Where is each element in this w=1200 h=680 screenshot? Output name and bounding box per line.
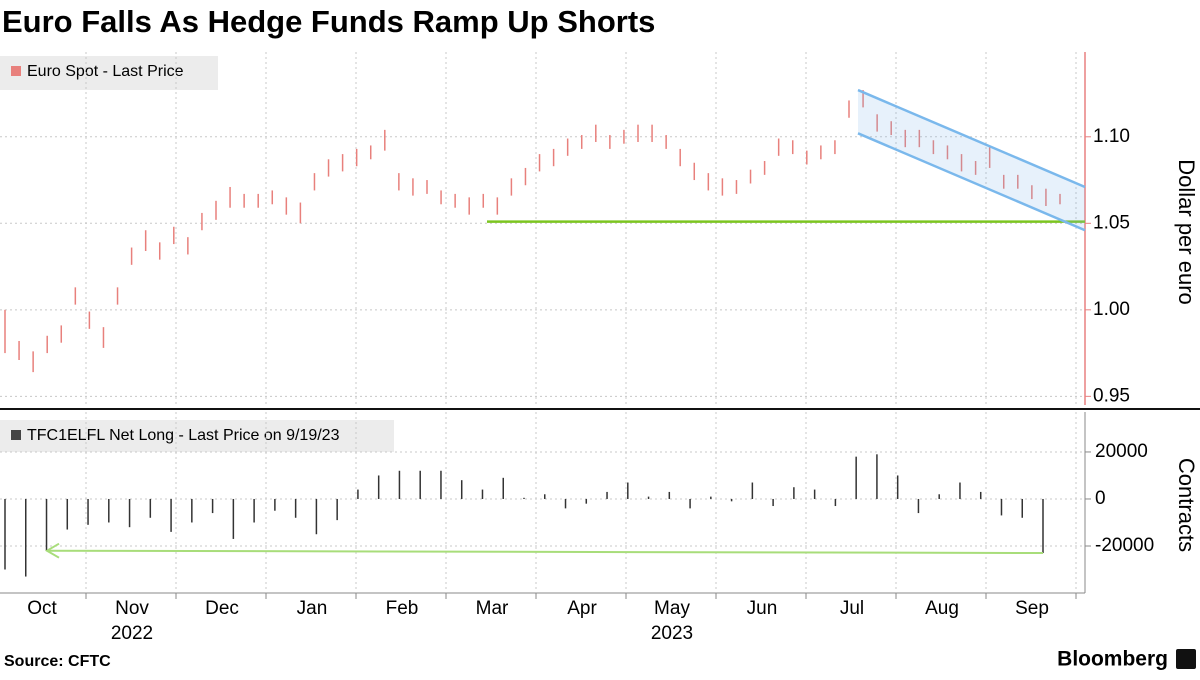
x-tick-label: Oct [27, 598, 57, 619]
x-tick-label: Jun [747, 598, 778, 619]
legend-swatch [11, 430, 21, 440]
x-tick-label: Nov [115, 598, 149, 619]
x-tick-label: Apr [567, 598, 597, 619]
y-tick-label: -20000 [1095, 535, 1154, 556]
x-year-label: 2022 [111, 623, 153, 644]
legend-label: Euro Spot - Last Price [27, 63, 184, 80]
x-tick-label: Jul [840, 598, 864, 619]
chart-title: Euro Falls As Hedge Funds Ramp Up Shorts [2, 4, 655, 39]
x-tick-label: Aug [925, 598, 959, 619]
x-tick-label: Sep [1015, 598, 1049, 619]
x-tick-label: Feb [386, 598, 419, 619]
y-axis-title: Dollar per euro [1174, 159, 1199, 305]
legend-box [0, 420, 394, 452]
y-axis-title: Contracts [1174, 458, 1199, 552]
x-tick-label: Jan [297, 598, 328, 619]
x-tick-label: Mar [476, 598, 509, 619]
channel-line [857, 88, 1086, 189]
channel-line [857, 132, 1086, 232]
legend-label: TFC1ELFL Net Long - Last Price on 9/19/2… [27, 427, 340, 444]
x-tick-label: Dec [205, 598, 239, 619]
arrow-head [45, 542, 60, 559]
y-tick-label: 1.10 [1093, 126, 1130, 147]
source: Source: CFTC [4, 653, 111, 670]
y-tick-label: 0.95 [1093, 385, 1130, 406]
channel-fill [858, 90, 1085, 231]
legend-box [0, 56, 218, 90]
arrow-line [46, 549, 1044, 555]
y-tick-label: 1.00 [1093, 299, 1130, 320]
brand: Bloomberg [1057, 648, 1168, 671]
y-tick-label: 20000 [1095, 441, 1148, 462]
y-tick-label: 0 [1095, 488, 1106, 509]
x-year-label: 2023 [651, 623, 693, 644]
brand-icon [1176, 649, 1196, 669]
y-tick-label: 1.05 [1093, 212, 1130, 233]
legend-swatch [11, 66, 21, 76]
x-tick-label: May [654, 598, 690, 619]
